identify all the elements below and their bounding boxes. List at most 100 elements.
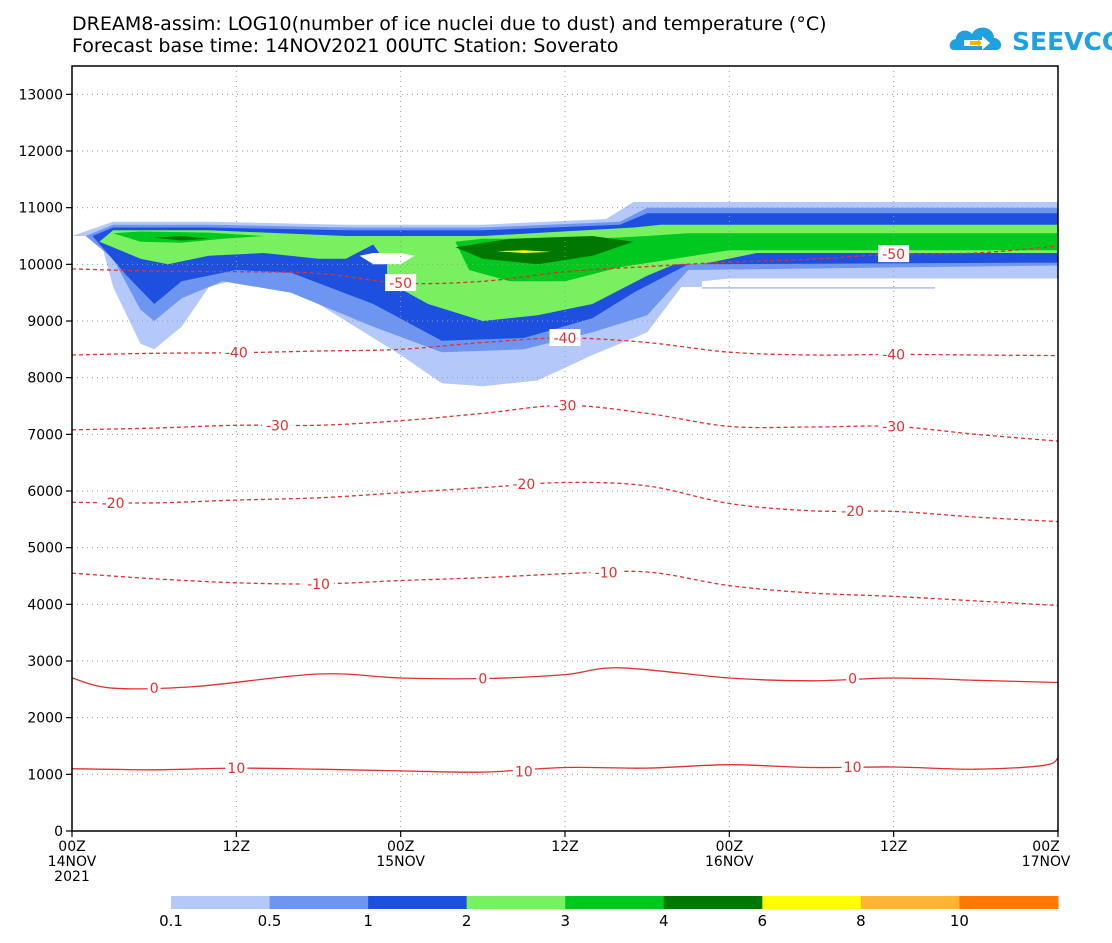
temperature-contour-6 (72, 245, 1058, 285)
temperature-contour-3 (72, 481, 1058, 523)
contour-label: -30 (266, 418, 289, 434)
y-tick-label: 11000 (18, 201, 63, 217)
contour-label-bg (878, 245, 910, 263)
x-tick-label: 00Z (58, 839, 85, 855)
x-tick-label: 12Z (223, 839, 250, 855)
logo-text: SEEVCCC (1012, 27, 1112, 56)
color-legend: 0.1 0.5 1 2 3 4 6 8 10 (159, 896, 1059, 930)
y-tick-label: 8000 (27, 371, 63, 387)
contour-label: 0 (150, 681, 159, 697)
x-tick-label: 00Z (716, 839, 743, 855)
x-tick-label: 15NOV (376, 854, 425, 870)
legend-label: 8 (856, 912, 866, 930)
contour-label: -20 (841, 504, 864, 520)
y-tick-label: 9000 (27, 314, 63, 330)
contour-label: 10 (844, 760, 862, 776)
contour-label-bg (508, 475, 540, 493)
legend-swatch (959, 896, 1059, 909)
contour-label: 10 (515, 765, 533, 781)
legend-label: 0.5 (258, 912, 282, 930)
x-tick-label: 00Z (387, 839, 414, 855)
temperature-contour-2 (72, 570, 1058, 607)
contour-label-bg (512, 762, 535, 780)
contour-label: 0 (848, 672, 857, 688)
legend-swatch (565, 896, 665, 909)
contour-label-bg (590, 563, 622, 581)
y-axis: 0 1000 2000 3000 4000 5000 6000 7000 8000 9000 100… (18, 87, 72, 840)
x-tick-label: 12Z (880, 839, 907, 855)
x-tick-label: 2021 (54, 869, 90, 885)
x-tick-label: 16NOV (705, 854, 754, 870)
legend-label: 1 (363, 912, 373, 930)
y-tick-label: 3000 (27, 654, 63, 670)
contour-label: -40 (554, 331, 577, 347)
contour-label: -50 (389, 276, 412, 292)
x-tick-label: 14NOV (48, 854, 97, 870)
contour-label-bg (385, 274, 417, 292)
contour-label: -40 (225, 346, 248, 362)
y-tick-label: 13000 (18, 87, 63, 103)
contour-label: -50 (882, 247, 905, 263)
y-tick-label: 1000 (27, 767, 63, 783)
y-tick-label: 10000 (18, 257, 63, 273)
contour-label-bg (220, 343, 252, 361)
legend-label: 2 (462, 912, 472, 930)
contour-label: -30 (554, 398, 577, 414)
legend-label: 3 (560, 912, 570, 930)
y-tick-label: 12000 (18, 144, 63, 160)
contour-label: -20 (102, 496, 125, 512)
ice-nuclei-region-6 (455, 236, 634, 265)
contour-label: -10 (595, 566, 618, 582)
ice-nuclei-filled-contours (72, 202, 1058, 387)
contour-label: 10 (227, 761, 245, 777)
contour-label-bg (147, 679, 161, 697)
contour-label: -40 (882, 347, 905, 363)
contour-label-bg (878, 345, 910, 363)
contour-label-bg (476, 669, 490, 687)
y-tick-label: 6000 (27, 484, 63, 500)
contour-label-bg (303, 574, 334, 592)
contour-label-bg (549, 396, 581, 414)
grid (72, 66, 1058, 831)
y-tick-label: 2000 (27, 711, 63, 727)
contour-label-bg (837, 501, 869, 519)
x-tick-label: 12Z (551, 839, 578, 855)
contour-label: -10 (307, 577, 330, 593)
contour-label-bg (846, 669, 860, 687)
contour-label-bg (225, 759, 248, 777)
cloud-logo-icon (949, 27, 1002, 50)
legend-swatch (663, 896, 763, 909)
temperature-contour-labels: 10 10 10 0 0 0 -10 -10 -20 -20 -20 -30 -30 -30 -40 -40 -… (97, 245, 910, 781)
contour-label-bg (878, 417, 910, 435)
contour-label: 0 (478, 672, 487, 688)
legend-swatch (466, 896, 566, 909)
legend-label: 4 (659, 912, 669, 930)
y-tick-label: 4000 (27, 597, 63, 613)
ice-nuclei-region-7 (154, 236, 209, 241)
legend-label: 6 (758, 912, 768, 930)
ice-nuclei-region-8 (496, 250, 552, 253)
contour-label-bg (549, 329, 581, 346)
legend-label: 0.1 (159, 912, 183, 930)
contour-label-bg (261, 416, 293, 434)
temperature-contour-0 (72, 757, 1058, 773)
legend-swatch (368, 896, 468, 909)
legend-swatch (762, 896, 862, 909)
contour-label-bg (841, 757, 864, 775)
legend-swatch (269, 896, 369, 909)
contour-label: -30 (882, 419, 905, 435)
legend-label: 10 (950, 912, 969, 930)
legend-swatch (860, 896, 960, 909)
x-tick-label: 17NOV (1022, 854, 1071, 870)
temperature-contour-1 (72, 667, 1058, 690)
y-tick-label: 5000 (27, 541, 63, 557)
legend-swatch (171, 896, 271, 909)
contour-label: -20 (512, 477, 535, 493)
y-tick-label: 0 (54, 824, 63, 840)
y-tick-label: 7000 (27, 427, 63, 443)
contour-label-bg (97, 493, 129, 511)
chart-title: DREAM8-assim: LOG10(number of ice nuclei… (72, 13, 827, 35)
x-tick-label: 00Z (1032, 839, 1059, 855)
